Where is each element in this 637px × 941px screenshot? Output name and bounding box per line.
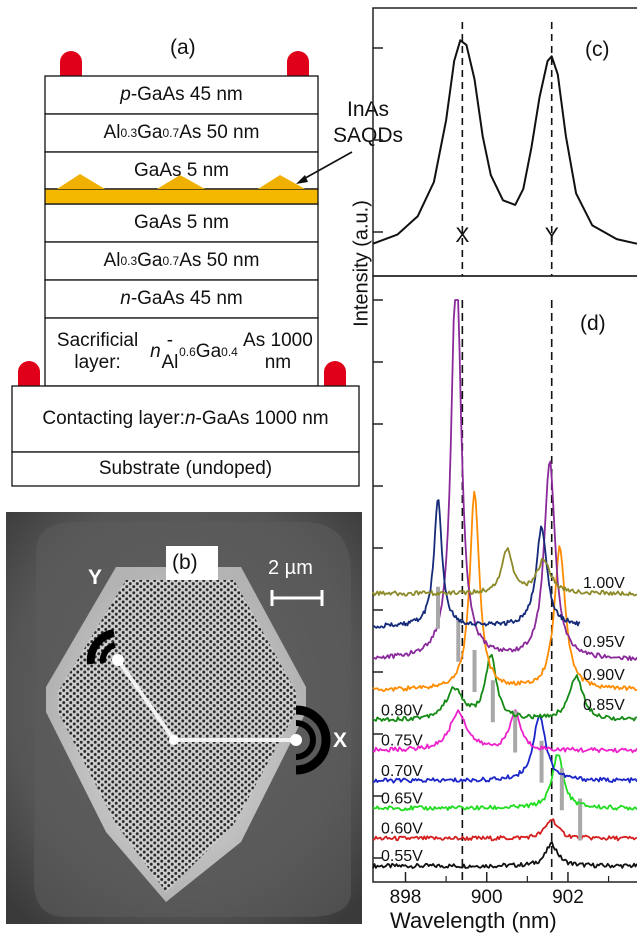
top-contact-left xyxy=(60,51,82,76)
layer-box-9 xyxy=(11,451,360,487)
spectrum-0.70V xyxy=(372,715,637,784)
x-tick-label: 898 xyxy=(390,887,422,908)
voltage-label: 0.75V xyxy=(381,733,423,750)
top-contact-right xyxy=(287,51,309,76)
layer-label-6: n -GaAs 45 nm xyxy=(120,288,243,309)
spectrum-0.95V xyxy=(372,499,581,629)
scale-bar xyxy=(270,590,324,606)
layer-label-3: GaAs 5 nm xyxy=(133,159,230,181)
quantum-dots xyxy=(57,174,305,189)
spectrum-0.80V xyxy=(372,653,637,723)
qd-annotation-line2: SAQDs xyxy=(333,124,404,147)
port-x-label: X xyxy=(333,729,348,752)
grating-coupler-y xyxy=(86,629,124,666)
voltage-label: 0.95V xyxy=(583,634,625,651)
spectrum-0.75V xyxy=(372,709,637,754)
voltage-label: 0.80V xyxy=(381,702,423,719)
grating-coupler-x xyxy=(290,705,331,775)
x-axis-label: Wavelength (nm) xyxy=(390,908,557,933)
port-y-label: Y xyxy=(88,566,103,589)
panel-b-label: (b) xyxy=(172,551,198,574)
layer-box-5 xyxy=(44,241,319,281)
panel-d-label: (d) xyxy=(580,312,606,335)
layer-box-4 xyxy=(44,203,319,243)
bottom-contact-left xyxy=(18,361,40,386)
spectrum-0.85V xyxy=(372,490,637,692)
waveguide-y xyxy=(116,658,176,742)
layer-label-1: p -GaAs 45 nm xyxy=(120,84,243,105)
sem-image xyxy=(6,512,362,924)
panel-a-label: (a) xyxy=(170,36,196,59)
quantum-dot xyxy=(157,175,205,189)
qd-annotation-line1: InAs xyxy=(347,98,390,121)
layer-box-6 xyxy=(44,279,319,319)
spectrum-0.55V xyxy=(372,841,637,869)
voltage-label: 0.90V xyxy=(583,667,625,684)
voltage-label: 0.65V xyxy=(381,790,423,807)
quantum-dot xyxy=(258,175,305,189)
voltage-label: 0.55V xyxy=(381,848,423,865)
layer-label-4: GaAs 5 nm xyxy=(133,212,230,233)
layer-label-8: Contacting layer: n -GaAs 1000 nm xyxy=(42,408,329,429)
spectrum-c xyxy=(372,39,637,245)
layer-label-9: Substrate (undoped) xyxy=(98,458,273,479)
panel-c-label: (c) xyxy=(585,38,610,61)
voltage-label: 0.85V xyxy=(583,697,625,714)
layer-label-2: Al 0.3 Ga 0.7 As 50 nm xyxy=(103,122,260,143)
layer-box-8 xyxy=(11,385,360,453)
voltage-label: 0.60V xyxy=(381,821,423,838)
voltage-label: 1.00V xyxy=(583,575,625,592)
spectrum-0.65V xyxy=(372,754,637,812)
peak-label-x: X xyxy=(455,224,469,247)
spectrum-0.90V xyxy=(372,299,637,662)
peak-label-y: Y xyxy=(545,224,559,247)
panel-d-frame xyxy=(372,275,637,883)
y-axis-label: Intensity (a.u.) xyxy=(350,200,373,327)
scale-bar-label: 2 µm xyxy=(268,557,313,579)
voltage-label: 0.70V xyxy=(381,763,423,780)
spectrum-0.60V xyxy=(372,818,637,842)
layer-box-2 xyxy=(44,113,319,153)
quantum-dot xyxy=(57,174,105,189)
bottom-contact-right xyxy=(324,361,346,386)
panel-b-label-box xyxy=(166,546,218,580)
x-tick-label: 900 xyxy=(471,887,503,908)
layer-label-7: Sacrificial layer: n -Al 0.6 Ga 0.4 As 1000 nm xyxy=(56,330,313,373)
x-tick-label: 902 xyxy=(552,887,584,908)
top-contacts xyxy=(18,51,346,386)
layer-box-1 xyxy=(44,75,319,115)
layer-label-5: Al 0.3 Ga 0.7 As 50 nm xyxy=(103,250,260,271)
layer-box-7 xyxy=(44,317,319,387)
spectrum-1.00V xyxy=(372,547,637,597)
annotation-arrow xyxy=(296,151,353,184)
